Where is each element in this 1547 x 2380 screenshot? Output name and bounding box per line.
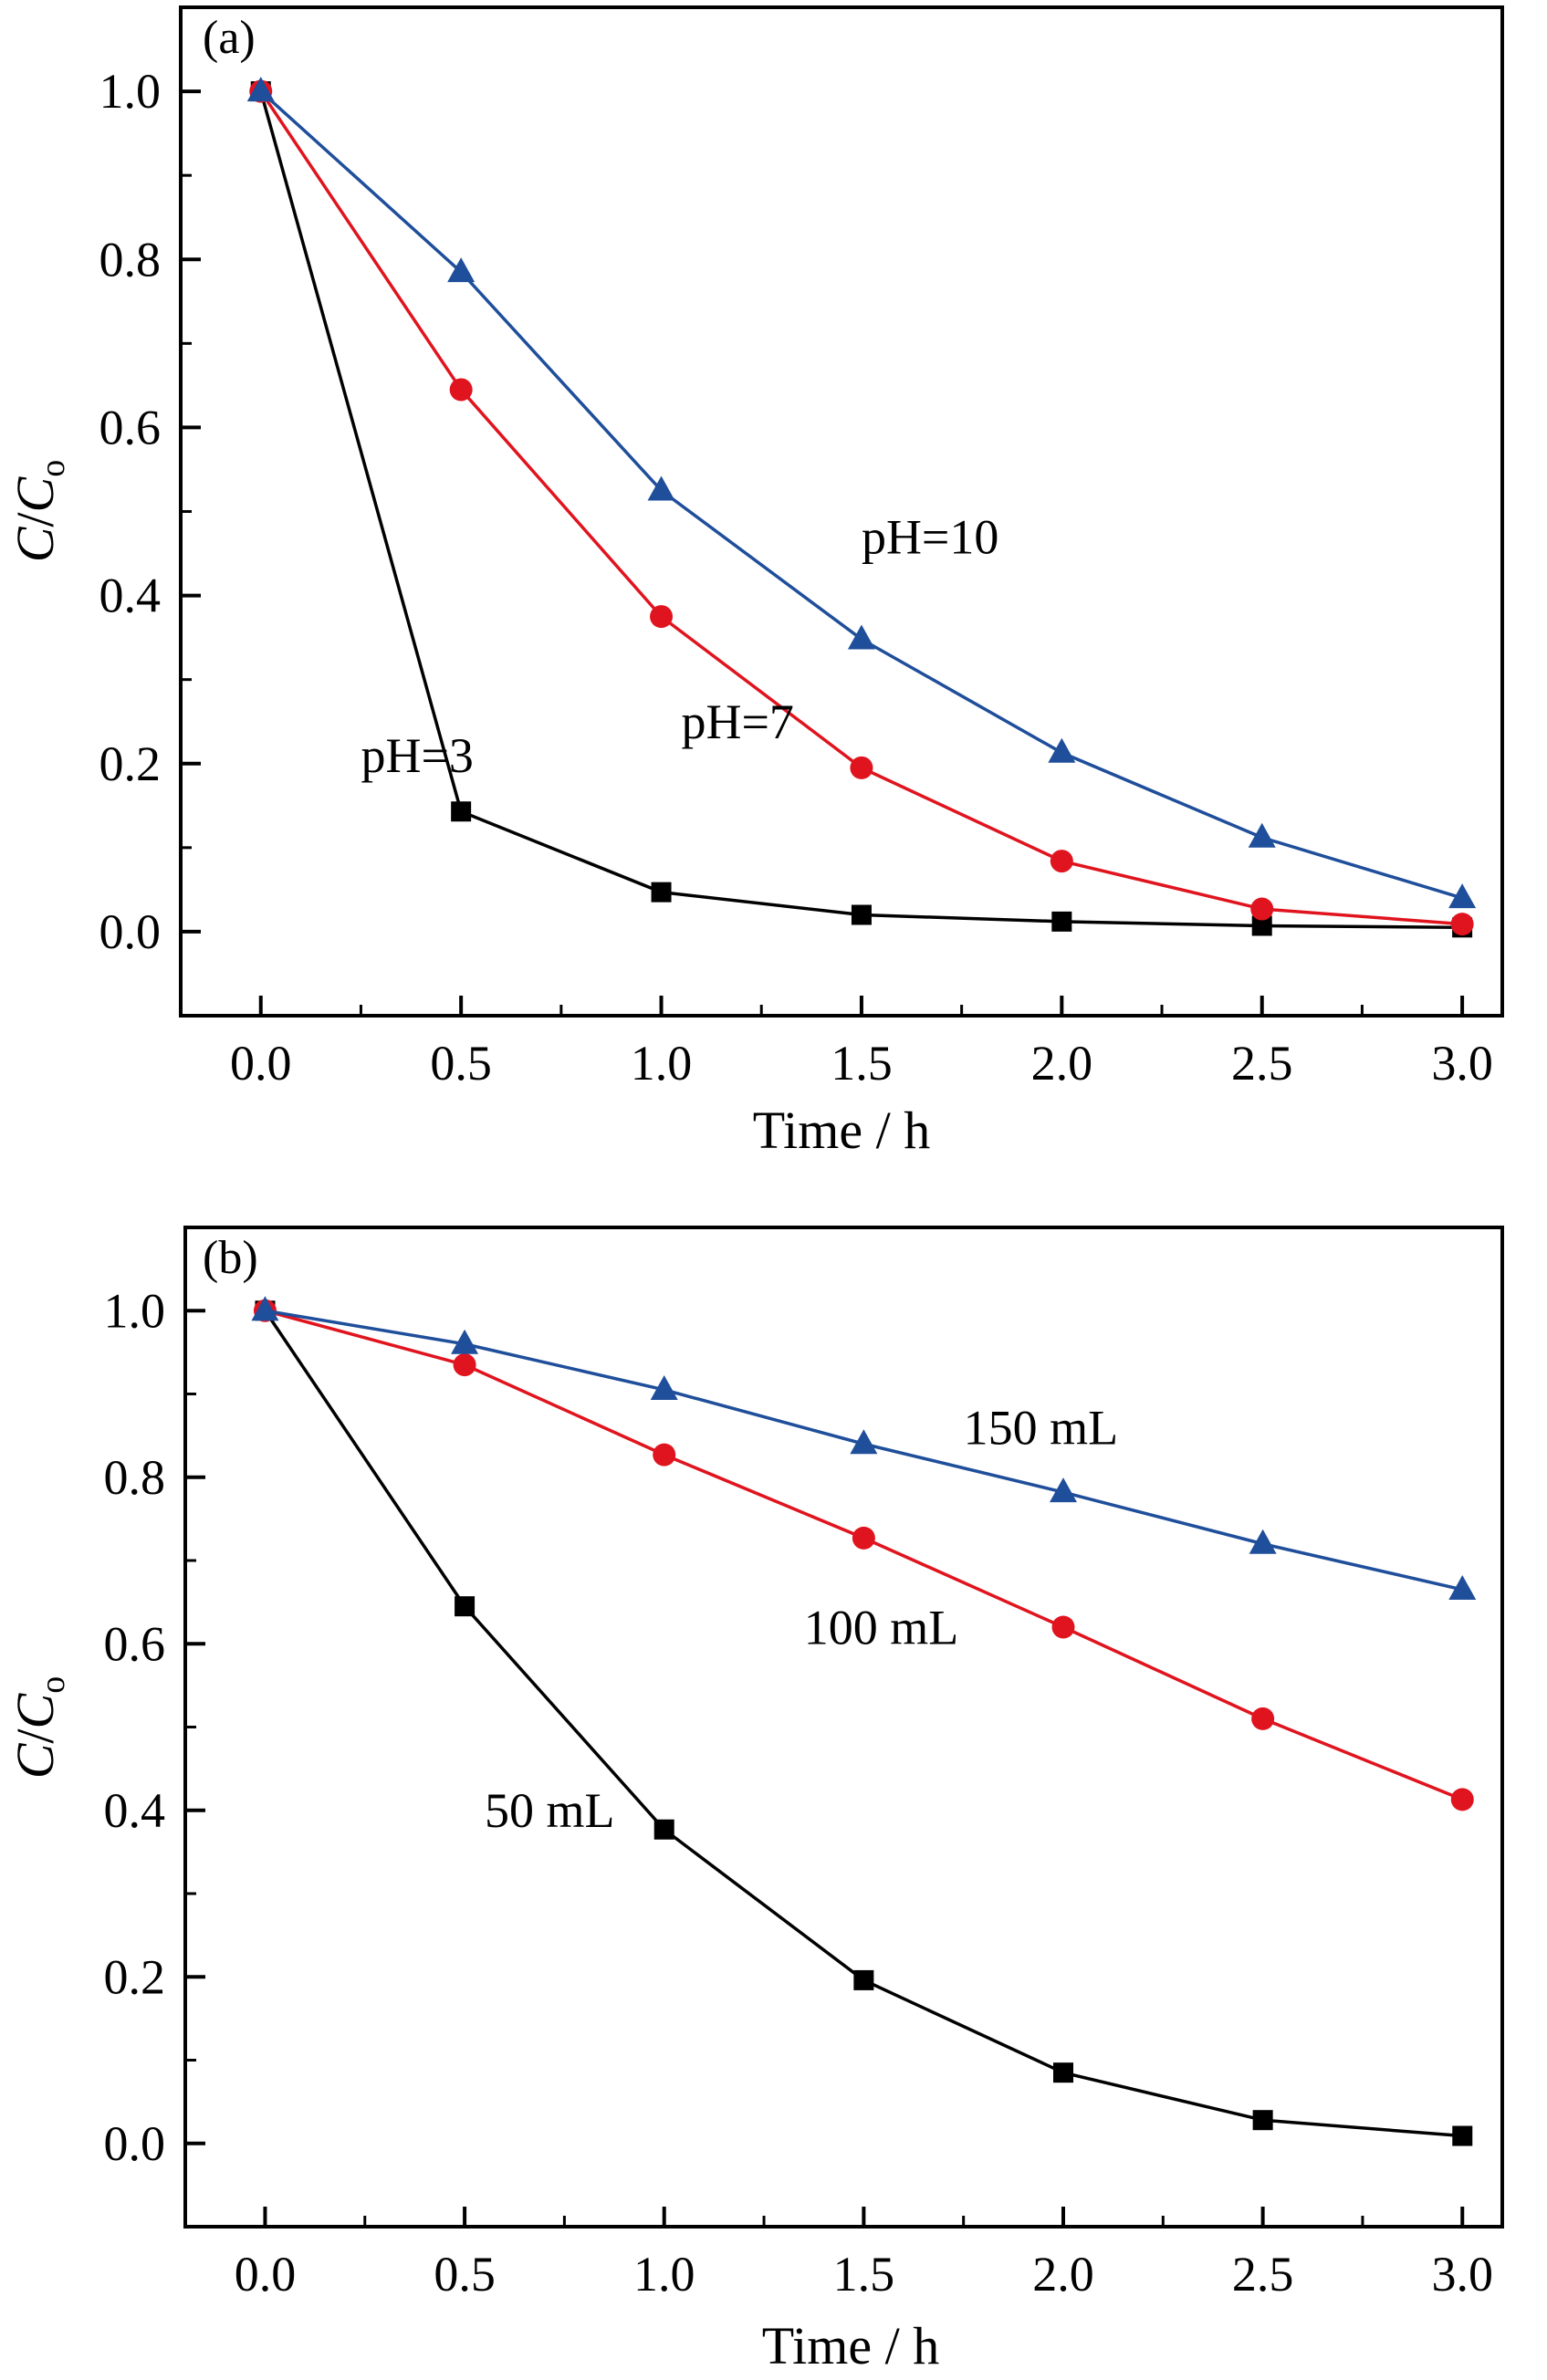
data-point-triangle-b (251, 1296, 279, 1321)
series-line-b (264, 1309, 1463, 1801)
data-point-circle-a (850, 756, 873, 779)
series-annotation-b: 50 mL (485, 1783, 615, 1838)
data-point-triangle-b (1249, 1529, 1277, 1554)
y-axis-title-slash-a: / (5, 512, 65, 527)
panel-a: 0.0 0.5 1.0 1.5 2.0 2.5 3.00.00.20.40.60.81.0 … (5, 5, 1504, 1160)
y-tick-label-b: 0.2 (104, 1949, 166, 2004)
data-point-circle-b (852, 1526, 875, 1550)
panel-label-b: (b) (203, 1232, 258, 1284)
axis-ticks-a: 0.0 0.5 1.0 1.5 2.0 2.5 3.0 0.0 0.2 0.4 0.6 0.8 1.0 (99, 5, 1493, 1091)
y-tick-label-a: 1.0 (99, 64, 162, 119)
y-axis-title-sub-b: o (34, 1676, 72, 1694)
data-point-circle-b (453, 1353, 476, 1377)
series-annotation-b: 150 mL (964, 1400, 1119, 1455)
y-tick-label-b: 1.0 (104, 1283, 166, 1338)
x-tick-label-b: 1.5 (833, 2247, 895, 2302)
data-point-triangle-a (447, 257, 476, 283)
data-point-circle-a (650, 605, 674, 629)
data-point-circle-a (1050, 850, 1073, 873)
data-point-triangle-a (246, 77, 275, 102)
data-point-triangle-a (1448, 883, 1477, 909)
series-line-a (259, 90, 1463, 926)
data-point-square-b (1053, 2062, 1073, 2083)
x-axis-title-b: Time / h (762, 2316, 939, 2375)
data-point-circle-b (1251, 1707, 1275, 1730)
data-point-triangle-a (1048, 737, 1076, 763)
y-tick-label-b: 0.6 (104, 1616, 166, 1671)
x-tick-label-a: 1.0 (631, 1036, 693, 1091)
y-axis-title-c-b: C (5, 1742, 65, 1779)
plot-frame-b (183, 1226, 1504, 2229)
data-point-circle-b (653, 1443, 676, 1467)
y-axis-title-sub-a: o (34, 460, 72, 477)
series-annotation-a: pH=3 (361, 728, 473, 783)
panel-label-a: (a) (203, 12, 256, 64)
x-tick-label-b: 3.0 (1432, 2247, 1494, 2302)
y-tick-label-a: 0.6 (99, 400, 162, 454)
x-axis-title-a: Time / h (753, 1101, 930, 1160)
data-point-triangle-b (850, 1429, 878, 1455)
x-tick-label-b: 0.5 (434, 2247, 496, 2302)
data-point-triangle-a (1248, 822, 1276, 848)
x-tick-label-a: 0.5 (430, 1036, 492, 1091)
y-tick-label-a: 0.8 (99, 232, 162, 287)
x-tick-label-a: 2.0 (1031, 1036, 1093, 1091)
x-tick-label-b: 2.5 (1232, 2247, 1294, 2302)
data-point-triangle-b (1050, 1477, 1077, 1503)
data-point-circle-b (1450, 1788, 1474, 1811)
x-tick-label-b: 2.0 (1032, 2247, 1094, 2302)
y-axis-title-b: C/Co (5, 1676, 72, 1780)
y-tick-label-b: 0.8 (104, 1450, 166, 1505)
data-point-circle-a (1250, 897, 1274, 921)
data-point-square-a (1251, 915, 1272, 936)
y-axis-title-a: C/Co (5, 460, 72, 563)
x-tick-label-a: 3.0 (1431, 1036, 1493, 1091)
data-point-circle-b (1051, 1615, 1075, 1639)
series-annotation-a: pH=7 (681, 694, 793, 749)
data-point-square-a (851, 904, 872, 925)
data-point-square-b (1252, 2110, 1273, 2131)
data-point-square-b (1452, 2125, 1473, 2146)
data-point-triangle-b (650, 1374, 678, 1400)
data-point-square-b (853, 1969, 874, 1990)
panel-b: 0.0 0.5 1.0 1.5 2.0 2.5 3.00.00.20.40.60.81.0 … (5, 1226, 1504, 2375)
axis-ticks-b: 0.0 0.5 1.0 1.5 2.0 2.5 3.0 0.0 0.2 0.4 0.6 0.8 1.0 (104, 1226, 1494, 2302)
y-axis-title-slash-b: / (5, 1728, 65, 1744)
y-tick-label-b: 0.4 (104, 1783, 166, 1838)
data-point-triangle-a (647, 475, 675, 501)
x-tick-label-a: 1.5 (831, 1036, 893, 1091)
data-point-circle-a (449, 378, 473, 402)
data-point-triangle-b (451, 1329, 479, 1354)
x-tick-label-a: 2.5 (1231, 1036, 1293, 1091)
data-point-square-a (1051, 911, 1072, 932)
y-tick-label-a: 0.0 (99, 904, 162, 959)
data-point-circle-a (1450, 913, 1474, 936)
data-point-triangle-a (847, 624, 875, 650)
y-tick-label-b: 0.0 (104, 2116, 166, 2171)
data-point-square-a (451, 801, 472, 822)
y-axis-title-c0-a: C (5, 475, 65, 512)
series-annotation-b: 100 mL (804, 1600, 959, 1655)
data-point-triangle-b (1448, 1574, 1477, 1600)
data-point-square-b (653, 1819, 674, 1840)
series-layer-b: 50 mL 100 mL 150 mL (251, 1296, 1477, 2146)
x-tick-label-b: 0.0 (235, 2247, 297, 2302)
y-axis-title-c-a: C (5, 526, 65, 562)
y-tick-label-a: 0.4 (99, 569, 162, 623)
y-axis-title-c0-b: C (5, 1692, 65, 1728)
y-tick-label-a: 0.2 (99, 736, 162, 791)
x-tick-label-b: 1.0 (633, 2247, 695, 2302)
data-point-square-a (651, 882, 672, 903)
data-point-square-b (455, 1596, 476, 1617)
x-tick-label-a: 0.0 (230, 1036, 292, 1091)
series-layer-a: pH=3 pH=7 pH=10 (246, 77, 1477, 938)
series-annotation-a: pH=10 (862, 510, 998, 565)
